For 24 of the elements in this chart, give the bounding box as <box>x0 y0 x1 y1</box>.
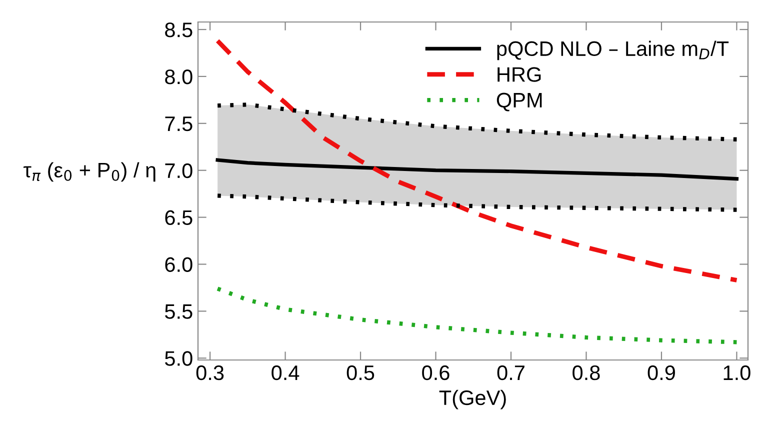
line-series <box>215 38 739 282</box>
x-tick-label: 0.7 <box>497 365 524 380</box>
y-tick-label: 6.0 <box>165 257 192 272</box>
x-tick-label: 0.9 <box>648 365 675 380</box>
x-tick-label: 0.8 <box>572 365 600 380</box>
y-tick-label: 5.5 <box>165 304 192 319</box>
x-tick-label: 0.5 <box>346 365 374 380</box>
legend-label: HRG <box>498 67 541 82</box>
x-axis-title: T(GeV) <box>439 390 506 410</box>
y-tick-label: 8.5 <box>165 22 192 38</box>
x-tick-label: 0.4 <box>272 365 300 380</box>
legend-label: pQCD NLO – Laine m$_{D}$/T <box>497 40 729 60</box>
x-tick-label: 0.6 <box>422 365 450 380</box>
x-tick-label: 0.3 <box>196 365 224 380</box>
y-tick-label: 7.5 <box>165 116 192 132</box>
y-tick-label: 5.0 <box>165 351 192 366</box>
y-tick-label: 8.0 <box>165 69 192 84</box>
y-tick-label: 6.5 <box>165 210 192 226</box>
y-axis-title: τ$_{π}$ (ε$_{0}$ + P$_{0}$) / η <box>24 162 156 182</box>
legend-label: QPM <box>496 92 542 112</box>
line-series <box>216 158 739 181</box>
y-tick-label: 7.0 <box>165 163 192 178</box>
x-tick-label: 1.0 <box>724 365 750 380</box>
line-series <box>215 286 739 344</box>
